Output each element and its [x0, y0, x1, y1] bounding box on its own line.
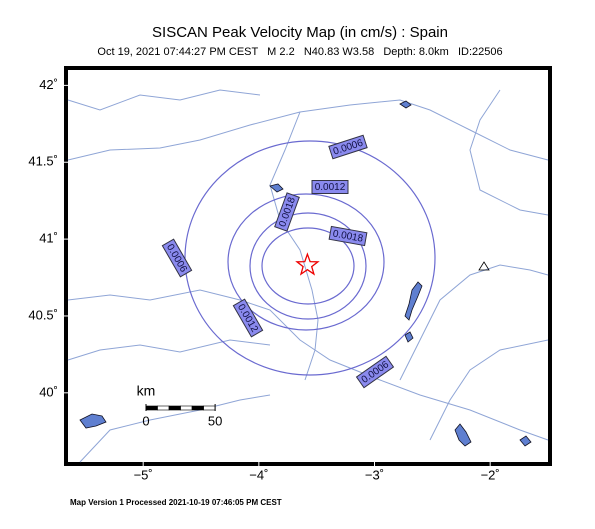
- lat-tick-label: 40.5˚: [28, 307, 58, 322]
- contour-label: 0.0012: [311, 180, 349, 194]
- scale-unit: km: [137, 383, 156, 399]
- lat-tick-label: 42˚: [39, 77, 58, 92]
- lon-tick-label: −3˚: [365, 467, 384, 482]
- contour-label-box: [311, 180, 349, 194]
- contour-label-box: [328, 134, 368, 160]
- scale-segment: [180, 405, 193, 411]
- title: SISCAN Peak Velocity Map (in cm/s) : Spa…: [152, 24, 448, 41]
- scale-segment: [191, 405, 204, 411]
- contour-label-box: [232, 298, 264, 338]
- contours: [184, 140, 436, 376]
- contour-label-text: 0.0018: [332, 229, 364, 245]
- lon-tick-label: −2˚: [481, 467, 500, 482]
- contour-label-box: [328, 225, 368, 247]
- scale-segment: [157, 405, 170, 411]
- subtitle: Oct 19, 2021 07:44:27 PM CEST M 2.2 N40.…: [97, 46, 502, 58]
- contour-label-text: 0.0012: [315, 182, 346, 193]
- lakes: [79, 100, 532, 447]
- lat-tick-label: 41.5˚: [28, 154, 58, 169]
- station: [478, 261, 490, 271]
- contour-label-box: [274, 192, 300, 232]
- scale-tick-label: 50: [208, 413, 222, 428]
- rivers: [67, 89, 549, 463]
- epicenter: [295, 252, 320, 276]
- footer: Map Version 1 Processed 2021-10-19 07:46…: [70, 498, 282, 507]
- lon-tick-label: −5˚: [134, 467, 153, 482]
- contour-label-box: [161, 238, 193, 278]
- contour-label-box: [355, 355, 395, 389]
- lat-tick-label: 40˚: [39, 384, 58, 399]
- scale-segment: [168, 405, 181, 411]
- contour-label: 0.0018: [328, 225, 368, 247]
- lat-tick-label: 41˚: [39, 231, 58, 246]
- lon-tick-label: −4˚: [249, 467, 268, 482]
- scale-tick-label: 0: [142, 413, 149, 428]
- scale-segment: [203, 405, 216, 411]
- map-area: [68, 70, 548, 462]
- scale-segment: [145, 405, 158, 411]
